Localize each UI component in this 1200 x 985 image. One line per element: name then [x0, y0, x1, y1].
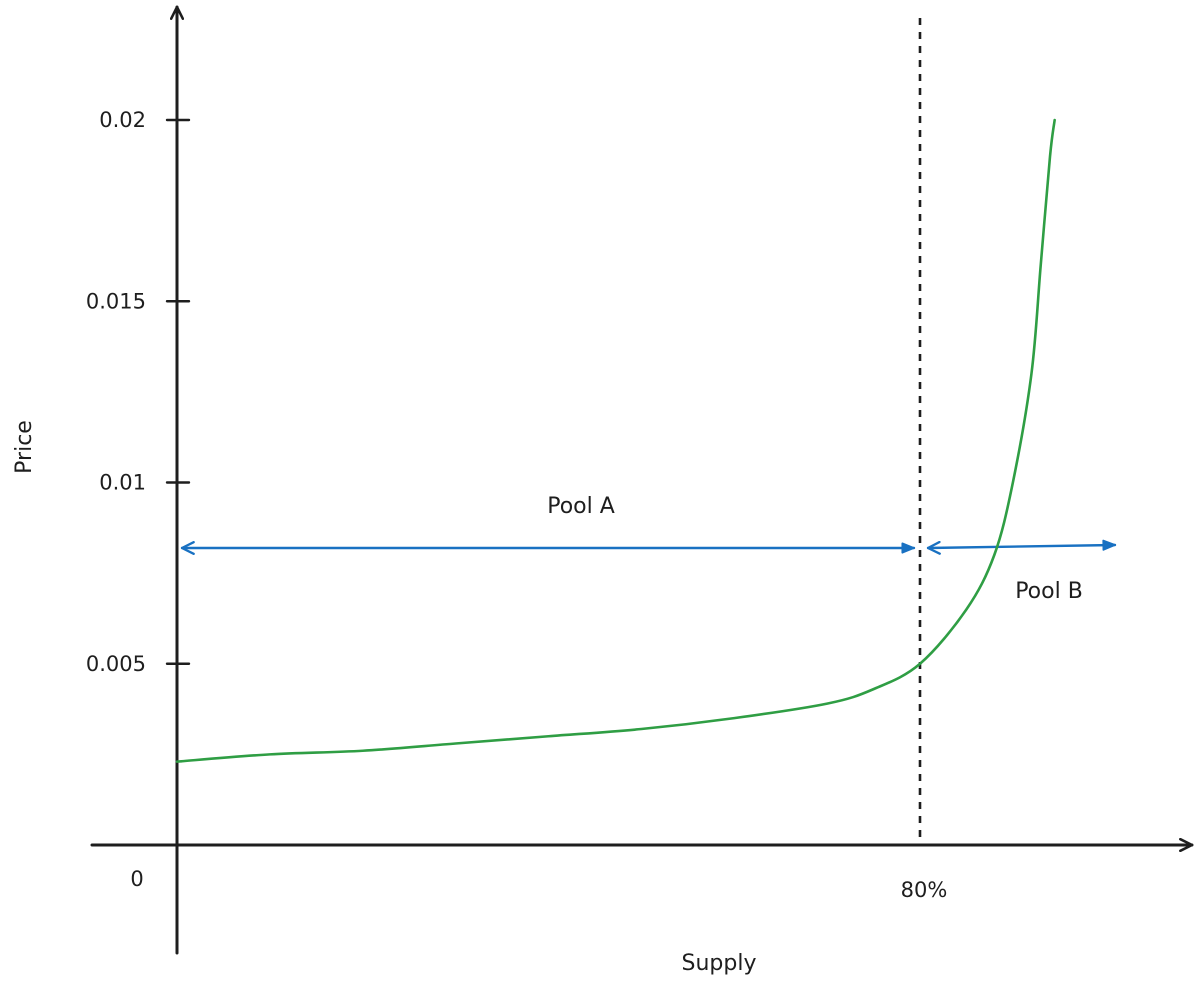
- y-tick-label: 0.015: [86, 289, 146, 313]
- pool-range-arrow: [926, 539, 1117, 555]
- x-axis-tick-labels: 80%: [901, 878, 948, 902]
- x-tick-label: 80%: [901, 878, 948, 902]
- y-tick-label: 0.02: [99, 108, 146, 132]
- x-axis-title: Supply: [682, 951, 757, 976]
- y-tick-label: 0.01: [99, 471, 146, 495]
- pool-range-label: Pool B: [1015, 579, 1083, 604]
- price-curve: [175, 118, 1056, 763]
- pool-range-label: Pool A: [547, 494, 615, 519]
- y-tick-label: 0.005: [86, 652, 146, 676]
- y-axis-ticks: 0.02 0.015 0.01 0.005: [86, 108, 191, 676]
- x-origin-label: 0: [130, 867, 143, 891]
- y-axis-title: Price: [12, 420, 37, 474]
- pool-ranges: Pool A Pool B: [180, 494, 1117, 604]
